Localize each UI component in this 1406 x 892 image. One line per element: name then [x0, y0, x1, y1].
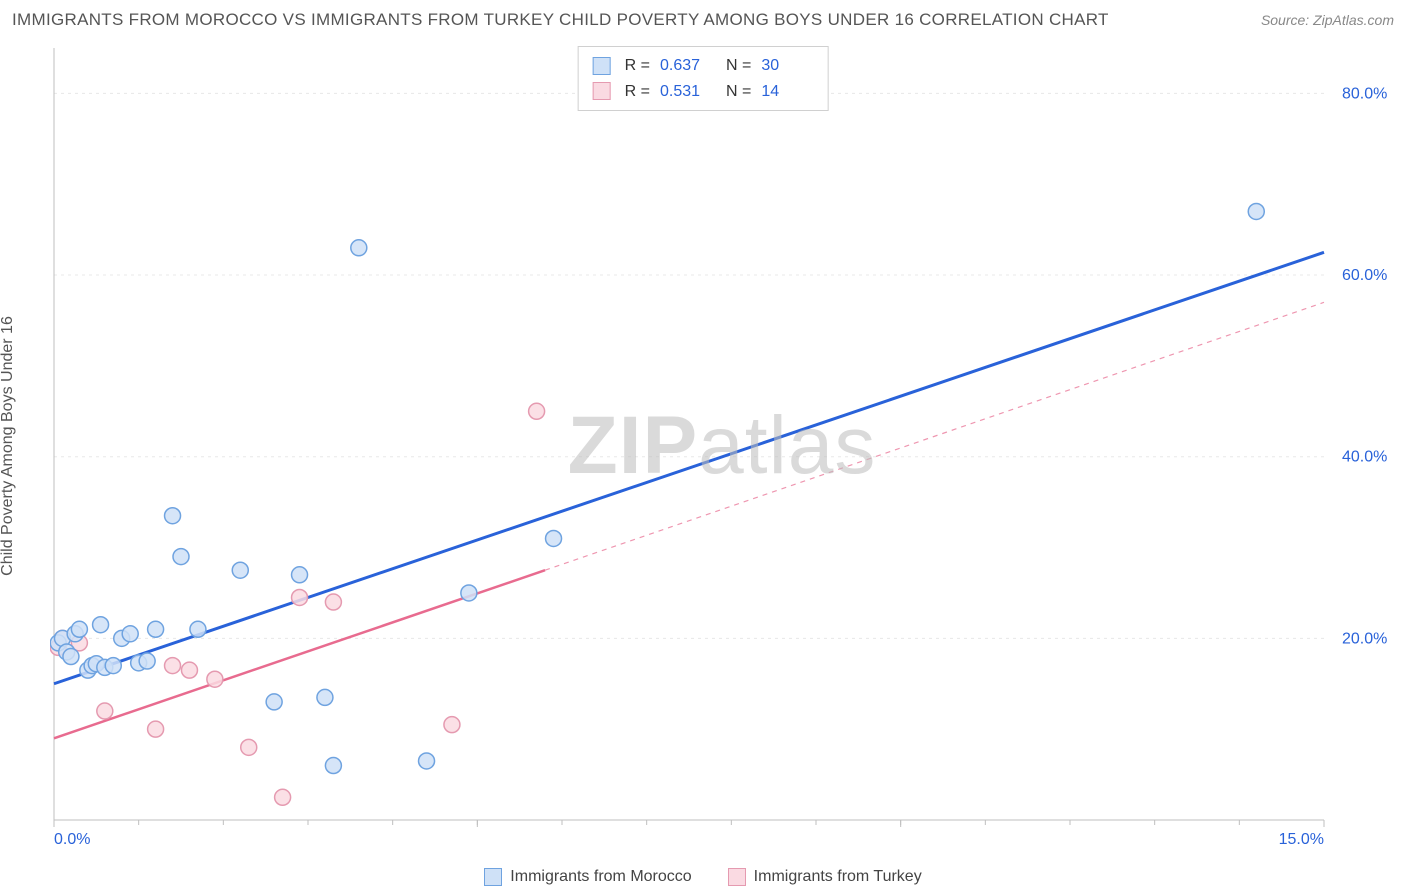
stats-row-series1: R = 0.637 N = 30	[593, 53, 814, 79]
legend-label-series2: Immigrants from Turkey	[754, 868, 922, 886]
n-label: N =	[726, 53, 751, 79]
bottom-legend: Immigrants from Morocco Immigrants from …	[0, 868, 1406, 886]
svg-text:20.0%: 20.0%	[1342, 630, 1387, 647]
legend-swatch-series1	[484, 868, 502, 886]
source-attribution: Source: ZipAtlas.com	[1261, 12, 1394, 28]
stats-legend-box: R = 0.637 N = 30 R = 0.531 N = 14	[578, 46, 829, 111]
swatch-series2	[593, 82, 611, 100]
chart-title: IMMIGRANTS FROM MOROCCO VS IMMIGRANTS FR…	[12, 10, 1109, 30]
legend-swatch-series2	[728, 868, 746, 886]
svg-text:40.0%: 40.0%	[1342, 449, 1387, 466]
svg-text:80.0%: 80.0%	[1342, 85, 1387, 102]
swatch-series1	[593, 57, 611, 75]
svg-text:60.0%: 60.0%	[1342, 267, 1387, 284]
svg-text:0.0%: 0.0%	[54, 831, 90, 848]
n-value-series2: 14	[761, 79, 813, 105]
n-label: N =	[726, 79, 751, 105]
n-value-series1: 30	[761, 53, 813, 79]
r-value-series1: 0.637	[660, 53, 712, 79]
legend-item-series2: Immigrants from Turkey	[728, 868, 922, 886]
stats-row-series2: R = 0.531 N = 14	[593, 79, 814, 105]
y-axis-label: Child Poverty Among Boys Under 16	[0, 316, 17, 576]
r-value-series2: 0.531	[660, 79, 712, 105]
scatter-plot: 20.0% 40.0% 60.0% 80.0% 0.0% 15.0%	[50, 44, 1394, 848]
chart-header: IMMIGRANTS FROM MOROCCO VS IMMIGRANTS FR…	[12, 10, 1394, 30]
legend-label-series1: Immigrants from Morocco	[510, 868, 691, 886]
r-label: R =	[625, 53, 650, 79]
chart-area: 20.0%40.0%60.0%80.0%0.0%15.0% ZIPatlas	[50, 44, 1394, 848]
r-label: R =	[625, 79, 650, 105]
legend-item-series1: Immigrants from Morocco	[484, 868, 691, 886]
svg-text:15.0%: 15.0%	[1279, 831, 1324, 848]
